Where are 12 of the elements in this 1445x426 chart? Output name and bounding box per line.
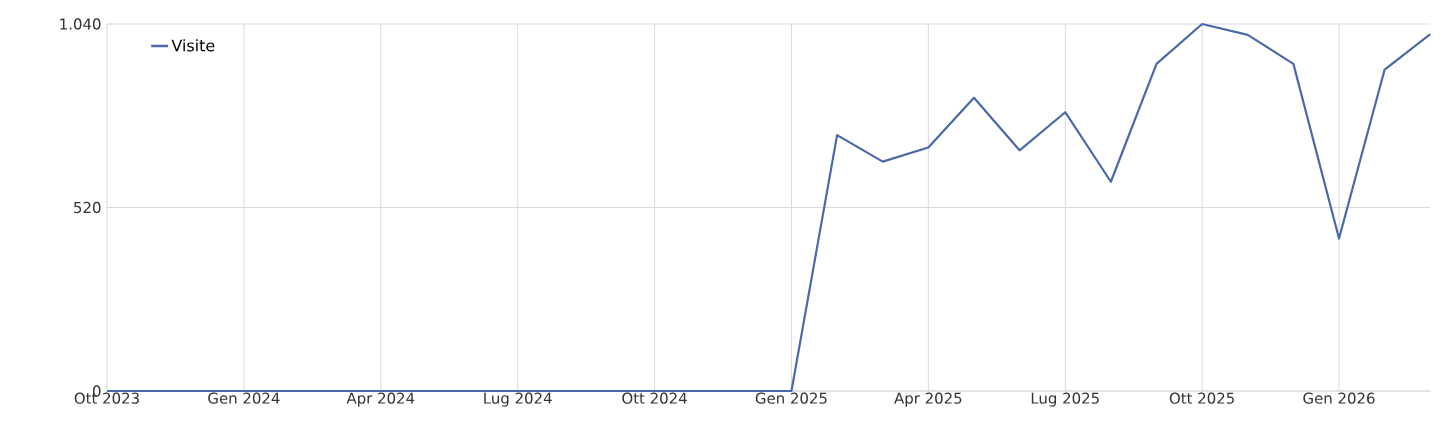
x-tick-label: Ott 2025	[1169, 392, 1234, 404]
x-tick-label: Apr 2025	[894, 392, 962, 407]
x-tick-label: Gen 2026	[1303, 392, 1375, 404]
x-tick-label: Apr 2024	[346, 392, 415, 407]
x-tick-label: Lug 2025	[1031, 392, 1099, 407]
x-tick-label: Ott 2024	[622, 392, 687, 404]
y-tick-label: 520	[74, 201, 101, 214]
x-tick-label: Gen 2025	[755, 392, 827, 404]
x-tick-label: Lug 2024	[484, 392, 552, 407]
legend-label: Visite	[171, 39, 215, 52]
x-tick-label: Gen 2024	[208, 392, 280, 404]
y-tick-label: 1.040	[60, 18, 101, 30]
